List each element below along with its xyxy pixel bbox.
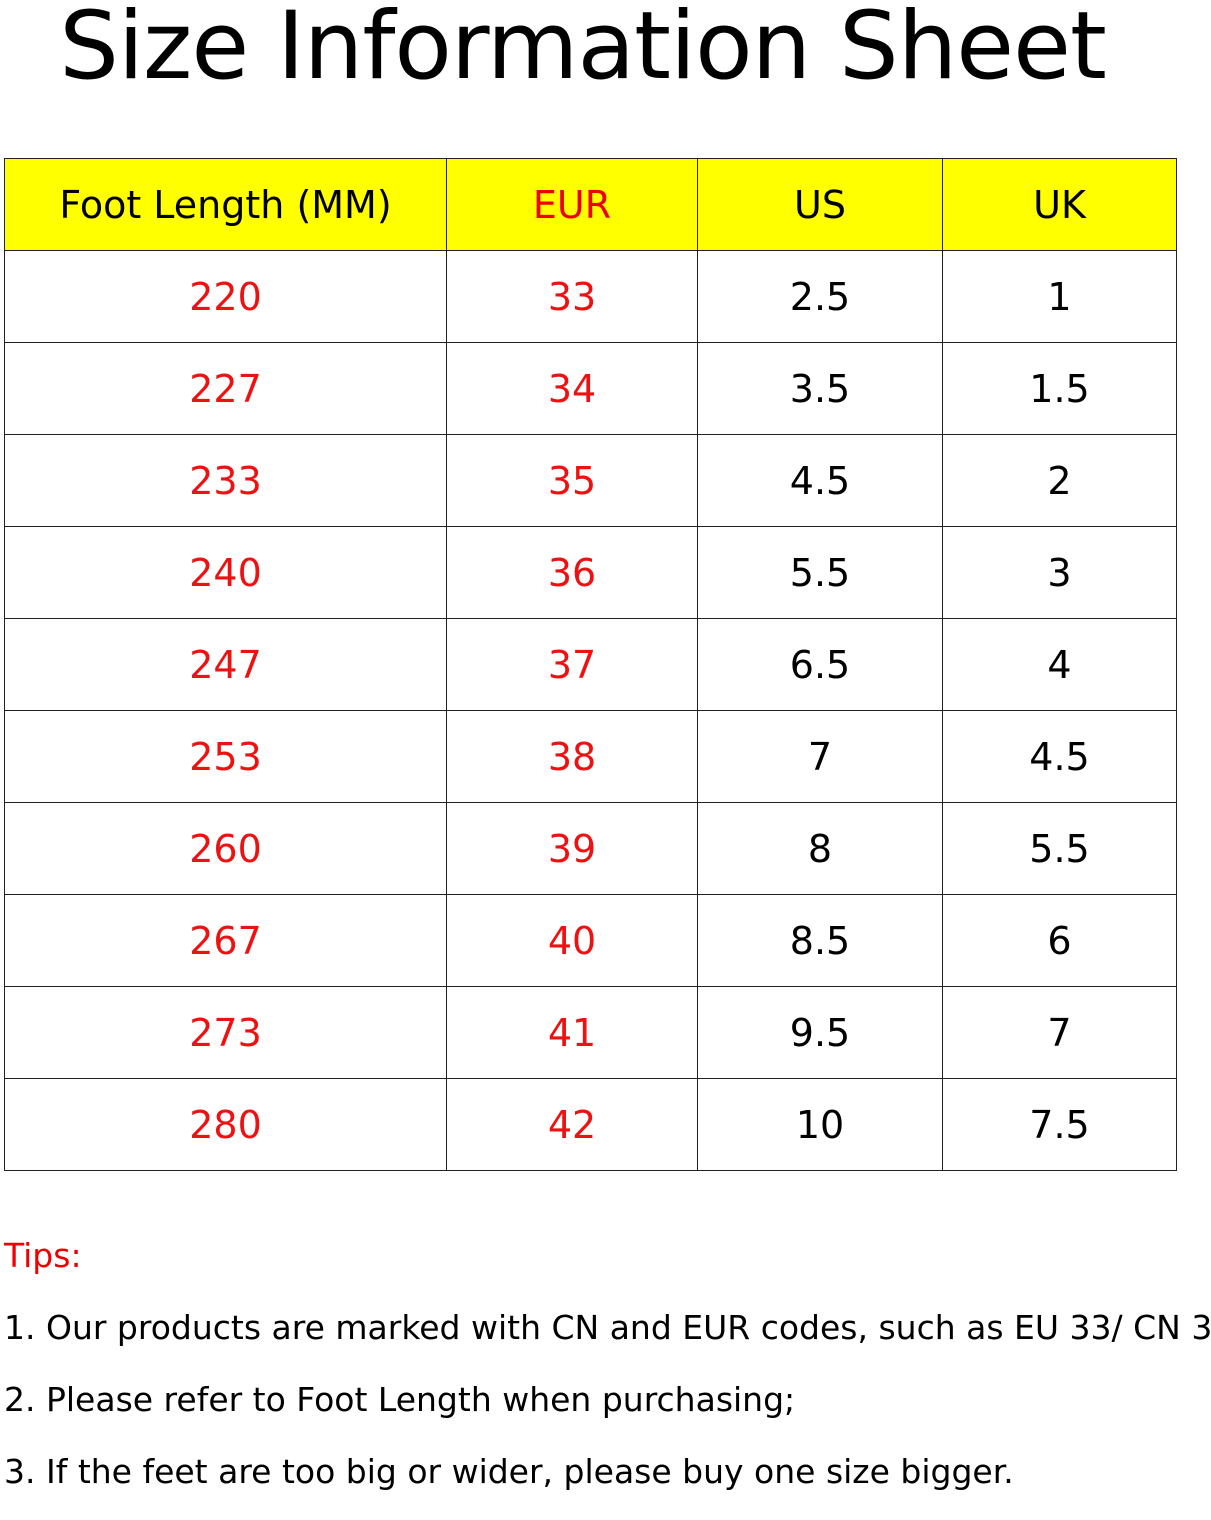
cell-us: 10	[697, 1078, 943, 1171]
cell-uk: 2	[942, 434, 1177, 527]
table-row: 220 33 2.5 1	[4, 250, 1177, 343]
size-table: Foot Length (MM) EUR US UK 220 33 2.5 1 227 3…	[4, 158, 1177, 1171]
cell-uk: 4.5	[942, 710, 1177, 803]
table-row: 240 36 5.5 3	[4, 526, 1177, 619]
cell-us: 4.5	[697, 434, 943, 527]
table-row: 247 37 6.5 4	[4, 618, 1177, 711]
cell-eur: 38	[446, 710, 698, 803]
cell-foot-length: 273	[4, 986, 447, 1079]
cell-eur: 33	[446, 250, 698, 343]
tip-item: 2. Please refer to Foot Length when purc…	[4, 1380, 796, 1419]
tip-item: 1. Our products are marked with CN and E…	[4, 1308, 1211, 1347]
table-row: 227 34 3.5 1.5	[4, 342, 1177, 435]
cell-us: 9.5	[697, 986, 943, 1079]
cell-uk: 1.5	[942, 342, 1177, 435]
table-row: 233 35 4.5 2	[4, 434, 1177, 527]
cell-uk: 4	[942, 618, 1177, 711]
cell-uk: 7.5	[942, 1078, 1177, 1171]
table-row: 273 41 9.5 7	[4, 986, 1177, 1079]
cell-uk: 1	[942, 250, 1177, 343]
cell-us: 8	[697, 802, 943, 895]
cell-foot-length: 220	[4, 250, 447, 343]
cell-us: 6.5	[697, 618, 943, 711]
cell-eur: 34	[446, 342, 698, 435]
page-title: Size Information Sheet	[59, 0, 1107, 101]
cell-foot-length: 247	[4, 618, 447, 711]
header-us: US	[697, 158, 943, 251]
cell-eur: 36	[446, 526, 698, 619]
table-row: 253 38 7 4.5	[4, 710, 1177, 803]
cell-eur: 41	[446, 986, 698, 1079]
tips-label: Tips:	[4, 1236, 82, 1275]
cell-uk: 5.5	[942, 802, 1177, 895]
cell-eur: 35	[446, 434, 698, 527]
cell-uk: 3	[942, 526, 1177, 619]
cell-eur: 40	[446, 894, 698, 987]
cell-uk: 6	[942, 894, 1177, 987]
table-row: 280 42 10 7.5	[4, 1078, 1177, 1171]
cell-eur: 39	[446, 802, 698, 895]
table-row: 267 40 8.5 6	[4, 894, 1177, 987]
cell-eur: 42	[446, 1078, 698, 1171]
cell-us: 7	[697, 710, 943, 803]
cell-foot-length: 253	[4, 710, 447, 803]
cell-us: 8.5	[697, 894, 943, 987]
cell-foot-length: 260	[4, 802, 447, 895]
cell-foot-length: 240	[4, 526, 447, 619]
cell-us: 5.5	[697, 526, 943, 619]
header-eur: EUR	[446, 158, 698, 251]
cell-us: 3.5	[697, 342, 943, 435]
cell-foot-length: 233	[4, 434, 447, 527]
cell-us: 2.5	[697, 250, 943, 343]
cell-foot-length: 227	[4, 342, 447, 435]
cell-foot-length: 280	[4, 1078, 447, 1171]
header-foot-length: Foot Length (MM)	[4, 158, 447, 251]
table-row: 260 39 8 5.5	[4, 802, 1177, 895]
tip-item: 3. If the feet are too big or wider, ple…	[4, 1452, 1014, 1491]
cell-uk: 7	[942, 986, 1177, 1079]
tips-section: Tips: 1. Our products are marked with CN…	[4, 1232, 1211, 1520]
cell-foot-length: 267	[4, 894, 447, 987]
table-header-row: Foot Length (MM) EUR US UK	[4, 158, 1177, 251]
cell-eur: 37	[446, 618, 698, 711]
header-uk: UK	[942, 158, 1177, 251]
